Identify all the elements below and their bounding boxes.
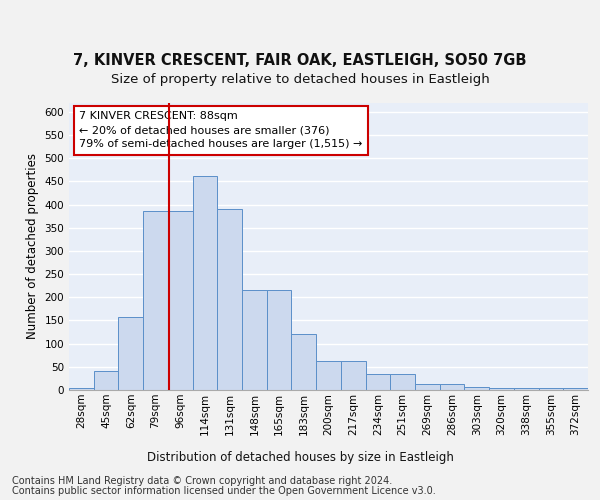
Bar (415, 384, 440, 390)
Bar (489, 388, 514, 390)
Text: Size of property relative to detached houses in Eastleigh: Size of property relative to detached ho… (110, 74, 490, 86)
Bar (143, 212, 168, 390)
Bar (365, 374, 390, 390)
Bar (168, 212, 193, 390)
Text: Contains public sector information licensed under the Open Government Licence v3: Contains public sector information licen… (12, 486, 436, 496)
Bar (267, 290, 292, 390)
Bar (94, 370, 118, 390)
Bar (539, 388, 563, 390)
Bar (464, 387, 489, 390)
Bar (217, 209, 242, 390)
Text: Distribution of detached houses by size in Eastleigh: Distribution of detached houses by size … (146, 451, 454, 464)
Bar (563, 388, 588, 390)
Text: Contains HM Land Registry data © Crown copyright and database right 2024.: Contains HM Land Registry data © Crown c… (12, 476, 392, 486)
Bar (514, 388, 539, 390)
Bar (341, 361, 365, 390)
Bar (390, 374, 415, 390)
Text: 7, KINVER CRESCENT, FAIR OAK, EASTLEIGH, SO50 7GB: 7, KINVER CRESCENT, FAIR OAK, EASTLEIGH,… (73, 52, 527, 68)
Bar (193, 176, 217, 390)
Bar (242, 290, 267, 390)
Bar (440, 384, 464, 390)
Bar (118, 316, 143, 390)
Y-axis label: Number of detached properties: Number of detached properties (26, 153, 39, 340)
Bar (69, 388, 94, 390)
Bar (316, 361, 341, 390)
Text: 7 KINVER CRESCENT: 88sqm
← 20% of detached houses are smaller (376)
79% of semi-: 7 KINVER CRESCENT: 88sqm ← 20% of detach… (79, 111, 363, 149)
Bar (292, 334, 316, 390)
